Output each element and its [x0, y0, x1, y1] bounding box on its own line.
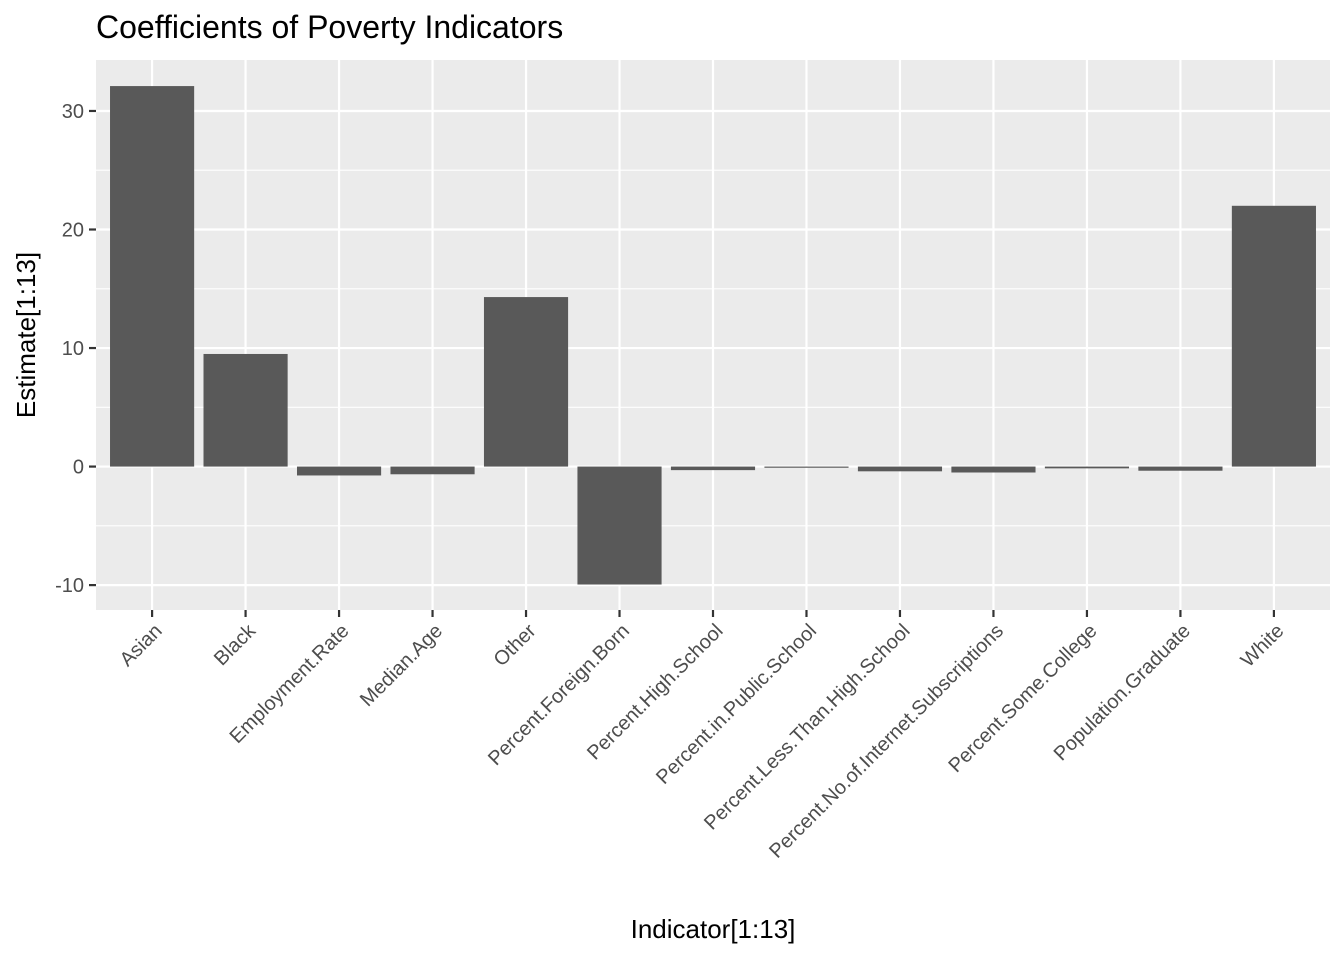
y-tick-label: 0 [73, 457, 84, 479]
x-tick-label: White [1237, 620, 1289, 672]
bar [296, 466, 382, 476]
y-tick-label: -10 [55, 575, 84, 597]
bar [483, 297, 569, 467]
y-tick-label: 20 [62, 220, 84, 242]
bar [390, 466, 475, 475]
x-tick-label: Other [490, 620, 541, 671]
x-tick-label: Black [210, 619, 261, 670]
x-tick-label: Percent.Less.Than.High.School [700, 620, 914, 834]
x-tick-label: Percent.in.Public.School [652, 620, 821, 789]
bar [110, 86, 195, 467]
x-axis-title: Indicator[1:13] [631, 914, 796, 944]
bar [1044, 466, 1130, 469]
bar [857, 466, 943, 472]
y-tick-label: 10 [62, 338, 84, 360]
x-tick-label: Median.Age [356, 620, 447, 711]
bar [670, 466, 756, 471]
bars [110, 86, 1316, 585]
bar [1231, 205, 1316, 467]
bar [577, 466, 662, 585]
bar [1138, 466, 1223, 471]
y-tick-label: 30 [62, 101, 84, 123]
y-axis: -10 0 10 20 30 [55, 101, 96, 597]
bar [203, 353, 288, 467]
bar [764, 466, 849, 468]
y-axis-title: Estimate[1:13] [11, 252, 41, 418]
chart-title: Coefficients of Poverty Indicators [96, 9, 563, 45]
bar [951, 466, 1036, 473]
x-tick-label: Asian [116, 620, 167, 671]
